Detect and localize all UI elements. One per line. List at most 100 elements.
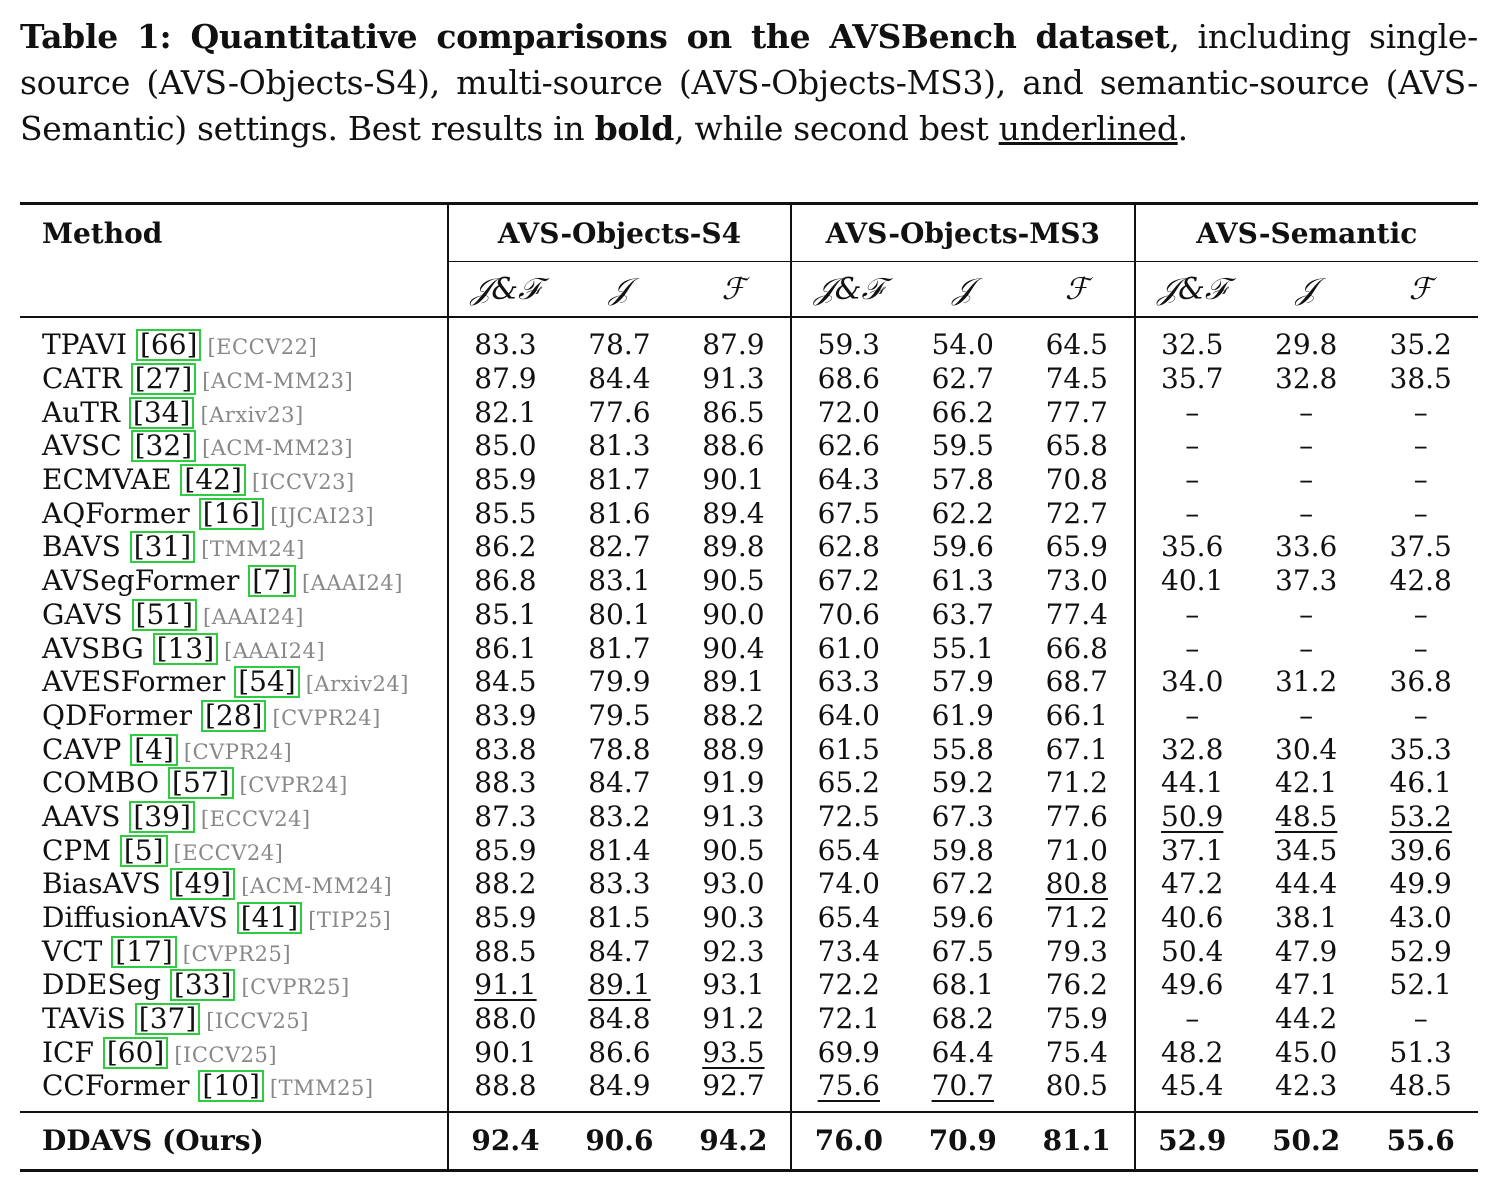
value-text: 73.0 — [1045, 564, 1108, 598]
value-cell: 92.3 — [677, 934, 791, 968]
citation-link[interactable]: [16] — [198, 497, 265, 530]
value-cell: 72.7 — [1020, 496, 1134, 530]
value-cell: 75.6 — [790, 1069, 906, 1112]
venue-label: [CVPR24] — [183, 739, 293, 764]
value-cell: 72.1 — [790, 1001, 906, 1036]
citation-link[interactable]: [7] — [248, 565, 296, 598]
value-text: 69.9 — [817, 1035, 880, 1069]
citation-link[interactable]: [27] — [130, 363, 197, 396]
group-header-s4: AVS-Objects-S4 — [446, 203, 792, 262]
value-text: 50.4 — [1161, 934, 1224, 968]
method-name: BAVS — [42, 530, 121, 564]
citation-link[interactable]: [57] — [168, 767, 234, 800]
method-name: VCT — [42, 934, 103, 968]
value-cell: 84.9 — [562, 1069, 676, 1112]
value-cell: 84.7 — [562, 766, 676, 800]
venue-label: [ICCV25] — [206, 1009, 309, 1034]
value-cell: 92.7 — [677, 1069, 791, 1112]
value-cell: 83.3 — [446, 317, 563, 362]
value-cell: 86.1 — [446, 631, 563, 665]
method-name: ICF — [42, 1035, 94, 1069]
citation-link[interactable]: [28] — [200, 699, 267, 732]
table-row: DDESeg [33] [CVPR25] 91.1 89.1 93.1 72.2 68.1 7… — [20, 968, 1478, 1002]
citation-link[interactable]: [60] — [102, 1036, 169, 1069]
value-text: 64.3 — [817, 463, 880, 497]
value-cell: – — [1363, 1002, 1478, 1036]
citation-link[interactable]: [10] — [198, 1070, 264, 1103]
value-text: 80.5 — [1045, 1069, 1108, 1103]
citation-link[interactable]: [34] — [128, 396, 195, 429]
value-text: 91.9 — [702, 766, 765, 800]
citation-link[interactable]: [37] — [134, 1003, 201, 1036]
value-cell: – — [1363, 463, 1478, 497]
venue-label: [ECCV24] — [173, 840, 284, 865]
method-name: AVSC — [42, 429, 122, 463]
citation-link[interactable]: [32] — [130, 430, 197, 463]
value-text: 67.5 — [931, 934, 994, 968]
citation-link[interactable]: [49] — [169, 868, 236, 901]
value-text: 88.6 — [702, 429, 765, 463]
citation-link[interactable]: [17] — [111, 935, 177, 968]
value-text: 88.9 — [702, 732, 765, 766]
citation-link[interactable]: [39] — [129, 800, 195, 833]
value-text: 81.7 — [588, 463, 651, 497]
value-text: 38.5 — [1389, 362, 1452, 396]
value-text: 85.9 — [474, 463, 537, 497]
value-cell: 35.7 — [1133, 361, 1249, 396]
citation-link[interactable]: [42] — [180, 464, 246, 497]
citation-link[interactable]: [13] — [152, 632, 219, 665]
value-cell: 85.9 — [446, 900, 563, 935]
value-text: 43.0 — [1389, 901, 1452, 935]
value-text: 91.2 — [702, 1002, 765, 1036]
value-text: 79.3 — [1045, 934, 1108, 968]
citation-link[interactable]: [51] — [131, 598, 198, 631]
method-cell: AVSC [32] [ACM-MM23] — [20, 429, 448, 463]
value-text: 83.8 — [474, 732, 537, 766]
value-text: 84.8 — [588, 1002, 651, 1036]
value-cell: 35.2 — [1363, 317, 1478, 362]
method-cell: VCT [17] [CVPR25] — [20, 934, 448, 968]
value-text: 90.3 — [702, 901, 765, 935]
value-text: 75.6 — [817, 1069, 880, 1103]
value-cell: 88.3 — [446, 765, 563, 800]
value-cell: 86.6 — [562, 1035, 676, 1069]
citation-link[interactable]: [5] — [119, 834, 168, 867]
value-cell: 64.3 — [790, 462, 906, 497]
citation-number: 31 — [144, 530, 181, 564]
value-text: 46.1 — [1389, 766, 1452, 800]
value-text: 92.3 — [702, 934, 765, 968]
value-cell: 44.4 — [1249, 867, 1363, 901]
value-cell: 90.4 — [677, 631, 791, 665]
ours-row: DDAVS (Ours) 92.4 90.6 94.2 76.0 70.9 81… — [20, 1110, 1478, 1171]
table-row: AVSC [32] [ACM-MM23] 85.0 81.3 88.6 62.6 59.5 6… — [20, 429, 1478, 463]
citation-link[interactable]: [66] — [135, 329, 202, 362]
citation-link[interactable]: [31] — [129, 530, 196, 564]
value-text: 35.3 — [1389, 732, 1452, 766]
value-cell: 70.8 — [1020, 463, 1134, 497]
value-cell: 61.0 — [790, 631, 906, 665]
citation-link[interactable]: [41] — [236, 902, 303, 935]
value-text: 49.9 — [1389, 867, 1452, 901]
value-text: 84.4 — [588, 362, 651, 396]
citation-link[interactable]: [33] — [169, 969, 236, 1002]
value-cell: 45.0 — [1249, 1035, 1363, 1069]
value-cell: 91.9 — [677, 766, 791, 800]
value-text: 42.1 — [1275, 766, 1338, 800]
value-cell: – — [1133, 698, 1249, 733]
value-cell: 73.4 — [790, 934, 906, 969]
venue-label: [TIP25] — [308, 908, 392, 933]
citation-link[interactable]: [54] — [234, 666, 300, 699]
value-cell: 42.3 — [1249, 1069, 1363, 1112]
venue-label: [Arxiv23] — [200, 402, 304, 427]
value-cell: – — [1249, 496, 1363, 530]
value-text: 34.5 — [1275, 833, 1338, 867]
value-cell: 47.9 — [1249, 934, 1363, 968]
value-cell: 61.5 — [790, 732, 906, 766]
value-cell: – — [1249, 598, 1363, 632]
value-cell: 48.5 — [1363, 1069, 1478, 1112]
value-cell: 89.1 — [562, 968, 676, 1002]
value-text: 87.9 — [474, 362, 537, 396]
table-row: CPM [5] [ECCV24] 85.9 81.4 90.5 65.4 59.8 71.0 3… — [20, 833, 1478, 867]
venue-label: [ACM-MM23] — [202, 436, 354, 461]
citation-link[interactable]: [4] — [130, 733, 178, 766]
